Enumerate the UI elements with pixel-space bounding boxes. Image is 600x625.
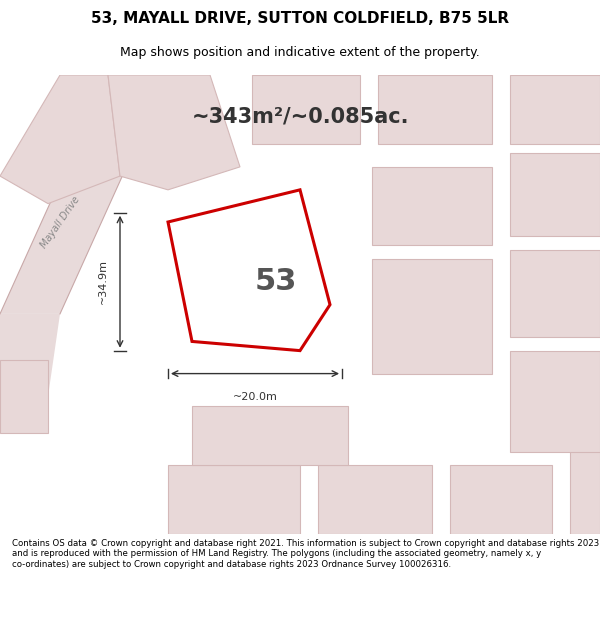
Polygon shape [570, 442, 600, 534]
Polygon shape [378, 75, 492, 144]
Polygon shape [318, 466, 432, 534]
Text: 53, MAYALL DRIVE, SUTTON COLDFIELD, B75 5LR: 53, MAYALL DRIVE, SUTTON COLDFIELD, B75 … [91, 11, 509, 26]
Polygon shape [192, 406, 348, 466]
Polygon shape [0, 360, 48, 433]
Polygon shape [372, 167, 492, 245]
Polygon shape [510, 75, 600, 144]
Polygon shape [168, 466, 300, 534]
Polygon shape [252, 75, 360, 144]
Polygon shape [510, 153, 600, 236]
Text: ~34.9m: ~34.9m [98, 259, 108, 304]
Polygon shape [108, 75, 240, 190]
Text: ~343m²/~0.085ac.: ~343m²/~0.085ac. [191, 106, 409, 126]
Text: Mayall Drive: Mayall Drive [38, 194, 82, 250]
Polygon shape [0, 75, 120, 204]
Text: Contains OS data © Crown copyright and database right 2021. This information is : Contains OS data © Crown copyright and d… [12, 539, 599, 569]
Polygon shape [372, 259, 492, 374]
Text: ~20.0m: ~20.0m [233, 392, 277, 402]
Polygon shape [510, 351, 600, 452]
Polygon shape [0, 75, 168, 314]
Text: Map shows position and indicative extent of the property.: Map shows position and indicative extent… [120, 46, 480, 59]
Polygon shape [0, 314, 60, 397]
Polygon shape [510, 249, 600, 337]
Text: 53: 53 [255, 268, 297, 296]
Polygon shape [450, 466, 552, 534]
